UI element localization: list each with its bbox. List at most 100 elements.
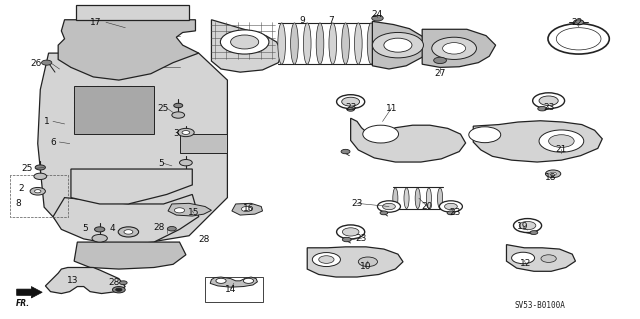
Polygon shape — [232, 203, 262, 215]
Circle shape — [447, 211, 455, 215]
Text: 28: 28 — [198, 235, 209, 244]
Circle shape — [216, 278, 226, 283]
Text: 10: 10 — [360, 262, 372, 271]
Circle shape — [519, 221, 536, 230]
Text: 23: 23 — [543, 103, 554, 112]
Polygon shape — [210, 277, 257, 287]
Text: 14: 14 — [225, 285, 236, 293]
Text: 5: 5 — [159, 159, 164, 168]
Circle shape — [182, 130, 189, 134]
Circle shape — [513, 219, 541, 233]
Polygon shape — [74, 86, 154, 134]
Text: 23: 23 — [345, 103, 356, 112]
Circle shape — [342, 237, 351, 242]
Text: 15: 15 — [188, 208, 199, 217]
Circle shape — [545, 170, 561, 178]
Text: 16: 16 — [243, 204, 254, 213]
Text: 23: 23 — [450, 208, 461, 217]
Ellipse shape — [367, 23, 375, 64]
Polygon shape — [53, 195, 198, 245]
Ellipse shape — [426, 188, 431, 209]
Text: 13: 13 — [67, 276, 78, 285]
Ellipse shape — [393, 188, 398, 209]
Circle shape — [174, 208, 184, 213]
Polygon shape — [179, 134, 227, 153]
Circle shape — [372, 15, 383, 21]
Circle shape — [530, 231, 538, 234]
Text: 17: 17 — [90, 18, 101, 27]
Circle shape — [539, 96, 558, 106]
Text: 28: 28 — [109, 278, 120, 287]
Ellipse shape — [329, 23, 337, 64]
Circle shape — [342, 228, 359, 236]
Circle shape — [179, 160, 192, 166]
Text: 26: 26 — [30, 59, 42, 68]
Circle shape — [341, 149, 350, 154]
Circle shape — [337, 225, 365, 239]
Circle shape — [319, 256, 334, 263]
Circle shape — [445, 203, 458, 210]
Circle shape — [342, 97, 360, 106]
Circle shape — [548, 24, 609, 54]
Polygon shape — [506, 245, 575, 271]
Text: 8: 8 — [16, 199, 22, 208]
Circle shape — [550, 172, 556, 175]
Circle shape — [30, 188, 45, 195]
Circle shape — [443, 43, 466, 54]
Text: 1: 1 — [44, 117, 49, 126]
Circle shape — [548, 135, 574, 147]
Circle shape — [380, 211, 388, 215]
Text: 2: 2 — [19, 184, 24, 193]
Circle shape — [168, 226, 176, 231]
Circle shape — [372, 33, 424, 58]
Circle shape — [532, 93, 564, 109]
Polygon shape — [473, 121, 602, 162]
Circle shape — [220, 30, 269, 54]
Circle shape — [383, 203, 396, 210]
Polygon shape — [307, 247, 403, 277]
Circle shape — [541, 255, 556, 263]
Text: 22: 22 — [571, 18, 582, 27]
Polygon shape — [45, 268, 125, 293]
Text: 23: 23 — [351, 199, 363, 208]
Circle shape — [573, 20, 584, 25]
Circle shape — [556, 28, 601, 50]
Text: 23: 23 — [356, 234, 367, 243]
Circle shape — [116, 288, 122, 291]
Circle shape — [363, 125, 399, 143]
Polygon shape — [372, 21, 428, 69]
Circle shape — [539, 130, 584, 152]
Text: 18: 18 — [545, 174, 557, 182]
Text: 7: 7 — [328, 16, 334, 25]
Circle shape — [95, 227, 105, 232]
Polygon shape — [71, 169, 192, 204]
Ellipse shape — [342, 23, 349, 64]
Polygon shape — [422, 29, 495, 67]
Text: 20: 20 — [422, 202, 433, 211]
Ellipse shape — [316, 23, 324, 64]
Ellipse shape — [303, 23, 311, 64]
Ellipse shape — [291, 23, 298, 64]
Text: FR.: FR. — [16, 299, 30, 308]
Polygon shape — [38, 53, 227, 242]
Circle shape — [124, 230, 133, 234]
Circle shape — [511, 252, 534, 264]
Circle shape — [243, 278, 253, 283]
Circle shape — [230, 35, 259, 49]
Circle shape — [35, 165, 45, 170]
Polygon shape — [74, 242, 186, 269]
Polygon shape — [351, 118, 466, 162]
Text: 25: 25 — [22, 164, 33, 173]
Text: 9: 9 — [300, 16, 305, 25]
Circle shape — [173, 103, 182, 108]
Ellipse shape — [438, 188, 443, 209]
Bar — [205, 277, 262, 302]
Ellipse shape — [415, 188, 420, 209]
Circle shape — [538, 107, 547, 111]
Circle shape — [337, 95, 365, 109]
Text: 4: 4 — [109, 224, 115, 233]
Text: 21: 21 — [556, 145, 567, 154]
Polygon shape — [58, 20, 198, 80]
Circle shape — [358, 257, 378, 267]
Circle shape — [440, 201, 463, 212]
